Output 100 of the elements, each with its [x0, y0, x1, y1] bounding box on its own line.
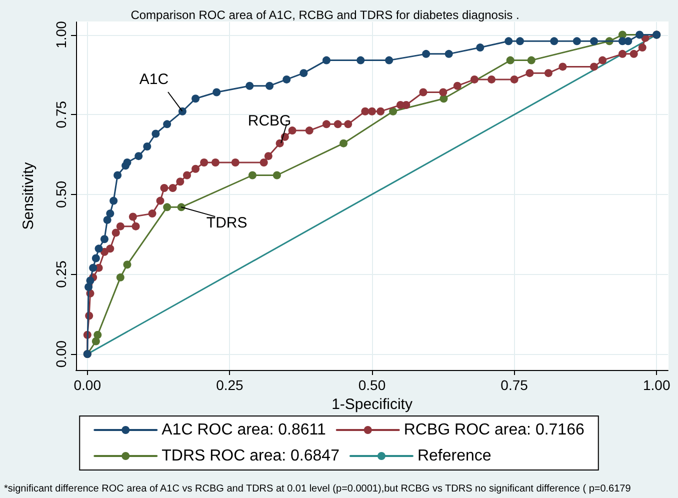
- point: [176, 178, 184, 186]
- point: [123, 158, 132, 166]
- point: [231, 158, 240, 166]
- point: [288, 126, 296, 135]
- y-tick-label: 1.00: [53, 20, 69, 48]
- point: [510, 75, 518, 84]
- point: [356, 56, 365, 64]
- point: [361, 107, 370, 116]
- point: [103, 216, 112, 224]
- point: [527, 56, 536, 64]
- point: [246, 82, 254, 90]
- point: [200, 158, 208, 166]
- point: [110, 196, 118, 205]
- point: [638, 44, 646, 52]
- point: [112, 228, 120, 237]
- point: [636, 30, 644, 39]
- point: [128, 212, 137, 221]
- point: [618, 50, 626, 58]
- legend-label: A1C ROC area: 0.8611: [162, 422, 326, 438]
- point: [439, 88, 448, 96]
- point: [488, 75, 496, 84]
- point: [163, 120, 172, 128]
- point: [92, 254, 100, 262]
- point: [168, 184, 177, 192]
- y-tick-label: 0.75: [53, 100, 69, 128]
- point: [550, 37, 558, 46]
- point: [624, 37, 632, 46]
- point: [385, 56, 394, 64]
- point: [132, 222, 140, 230]
- point: [453, 82, 462, 90]
- point: [106, 244, 114, 253]
- point: [305, 126, 314, 135]
- y-tick-label: 0.00: [53, 340, 69, 368]
- point: [86, 276, 94, 285]
- point: [260, 158, 268, 166]
- point: [266, 82, 274, 90]
- point: [114, 171, 122, 180]
- point: [572, 37, 581, 46]
- point: [376, 107, 385, 116]
- point: [470, 75, 478, 84]
- point: [123, 260, 132, 269]
- point: [177, 203, 186, 212]
- point: [334, 120, 342, 128]
- point: [248, 171, 256, 180]
- point: [156, 196, 164, 205]
- point: [389, 107, 398, 116]
- annotation: TDRS: [206, 214, 248, 232]
- x-tick-label: 0.50: [358, 377, 386, 393]
- point: [516, 37, 524, 46]
- y-tick-label: 0.25: [53, 260, 69, 288]
- point: [94, 330, 102, 339]
- point: [322, 56, 330, 64]
- point: [590, 37, 598, 46]
- point: [544, 69, 552, 78]
- point: [163, 203, 172, 212]
- point: [630, 50, 638, 58]
- legend-label: RCBG ROC area: 0.7166: [404, 422, 584, 438]
- point: [116, 273, 124, 282]
- point: [134, 152, 143, 160]
- point: [92, 337, 100, 346]
- point: [526, 69, 534, 78]
- chart-title: Comparison ROC area of A1C, RCBG and TDRS for diabetes diagnosis .: [130, 8, 520, 22]
- point: [504, 37, 513, 46]
- point: [94, 244, 103, 253]
- x-tick-label: 0.00: [74, 377, 102, 393]
- point: [178, 107, 186, 116]
- point: [419, 88, 428, 96]
- point: [143, 142, 152, 151]
- point: [160, 184, 168, 192]
- x-axis-title: 1-Specificity: [332, 396, 413, 413]
- point: [192, 94, 200, 103]
- point: [272, 171, 281, 180]
- point: [368, 107, 376, 116]
- x-tick-label: 0.75: [500, 377, 528, 393]
- point: [402, 101, 410, 110]
- point: [89, 264, 98, 272]
- point: [183, 171, 191, 180]
- point: [444, 50, 453, 58]
- point: [264, 152, 272, 160]
- point: [192, 164, 200, 173]
- point: [506, 56, 514, 64]
- point: [116, 222, 124, 230]
- point: [212, 88, 221, 96]
- x-tick-label: 0.25: [216, 377, 244, 393]
- point: [344, 120, 352, 128]
- point: [476, 44, 484, 52]
- point: [422, 50, 430, 58]
- point: [100, 235, 108, 244]
- text: *significant difference ROC area of A1C vs RCBG and TDRS at 0.01 level (p=0.0001),but RCBG vs TDRS no significant difference ( p=0.6179: [4, 484, 632, 494]
- point: [84, 282, 93, 291]
- annotation: RCBG: [248, 112, 292, 130]
- point: [322, 120, 330, 128]
- y-tick-label: 0.50: [53, 180, 69, 208]
- point: [276, 139, 284, 148]
- point: [300, 69, 308, 78]
- point: [598, 56, 607, 64]
- point: [152, 130, 160, 138]
- point: [211, 158, 220, 166]
- x-tick-label: 1.00: [642, 377, 670, 393]
- point: [106, 210, 114, 218]
